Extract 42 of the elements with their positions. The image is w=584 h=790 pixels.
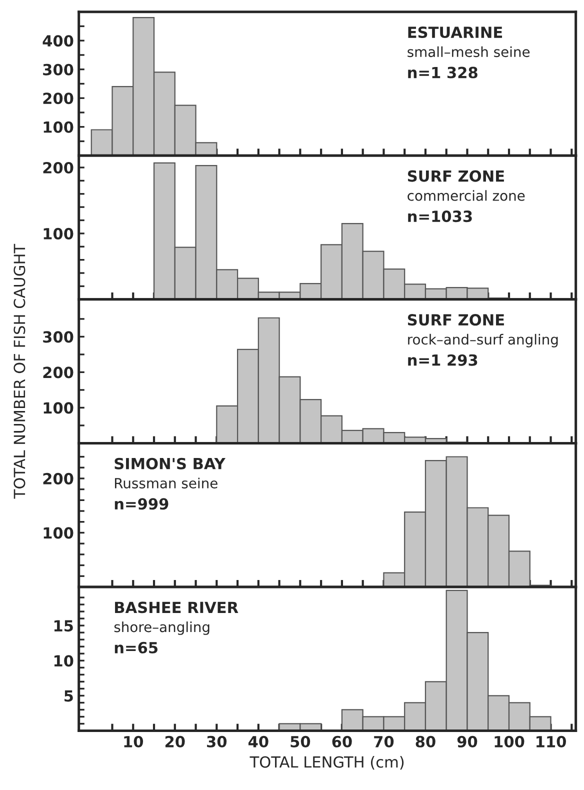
annotation: SIMON'S BAY	[114, 458, 226, 470]
x-tick-label: 110	[536, 736, 566, 748]
x-tick-label: 10	[124, 736, 144, 748]
y-tick-label: 200	[43, 92, 74, 104]
y-tick-label: 400	[42, 35, 74, 47]
x-tick-label: 70	[374, 736, 394, 748]
y-tick-label: 100	[44, 527, 74, 539]
y-tick-label: 10	[54, 655, 74, 667]
x-axis-title: TOTAL LENGTH (cm)	[250, 756, 404, 770]
y-axis-title: TOTAL NUMBER OF FISH CAUGHT	[14, 244, 26, 499]
y-tick-label: 5	[64, 690, 73, 702]
annotation: n=65	[114, 642, 158, 654]
annotation: shore–angling	[114, 621, 210, 635]
y-tick-label: 100	[44, 121, 74, 133]
annotation: ESTUARINE	[408, 26, 502, 38]
x-tick-label: 40	[248, 736, 268, 748]
y-tick-label: 300	[43, 331, 74, 343]
x-tick-label: 20	[165, 736, 185, 748]
annotation: n=1 293	[408, 354, 478, 366]
annotation: n=1033	[408, 210, 472, 222]
x-tick-label: 50	[290, 736, 310, 748]
annotation: Russman seine	[114, 478, 218, 488]
annotation: rock–and–surf angling	[408, 334, 558, 348]
y-tick-label: 300	[43, 64, 74, 76]
x-tick-label: 60	[332, 736, 352, 748]
annotation: BASHEE RIVER	[115, 602, 238, 614]
annotation: n=999	[114, 498, 168, 510]
y-tick-label: 100	[44, 402, 74, 414]
y-tick-label: 200	[43, 366, 74, 378]
x-tick-label: 30	[207, 736, 227, 748]
x-tick-label: 80	[416, 736, 436, 748]
x-tick-label: 100	[494, 736, 524, 748]
y-tick-label: 15	[54, 620, 73, 632]
y-tick-label: 100	[44, 228, 74, 240]
annotation: n=1 328	[408, 66, 478, 78]
annotation: small–mesh seine	[408, 46, 530, 58]
y-tick-label: 200	[43, 162, 74, 174]
annotation: commercial zone	[408, 190, 525, 201]
y-tick-label: 200	[43, 472, 74, 484]
annotation: SURF ZONE	[408, 170, 504, 182]
annotation: SURF ZONE	[408, 314, 504, 326]
x-tick-label: 90	[457, 736, 478, 748]
